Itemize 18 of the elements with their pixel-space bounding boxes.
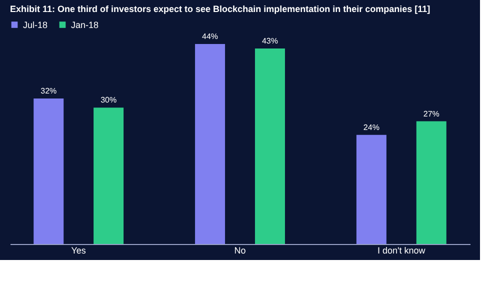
x-tick-label: Yes [71,246,86,256]
bar [356,134,386,244]
legend-label: Jul-18 [23,20,48,30]
chart-title: Exhibit 11: One third of investors expect to see Blockchain implementation in their companies [11] [10,4,430,14]
data-label: 32% [40,86,57,96]
bar [34,98,64,244]
data-label: 27% [423,109,440,118]
data-label: 30% [100,96,117,105]
data-label: 24% [363,122,380,132]
bar [254,48,285,244]
data-label: 44% [202,32,218,41]
x-tick-label: No [234,246,246,256]
bar [195,44,226,244]
data-label: 43% [262,36,278,46]
x-tick-label: I don't know [378,246,426,256]
legend-label: Jan-18 [71,20,99,30]
bar [416,121,446,244]
bar [94,108,124,244]
